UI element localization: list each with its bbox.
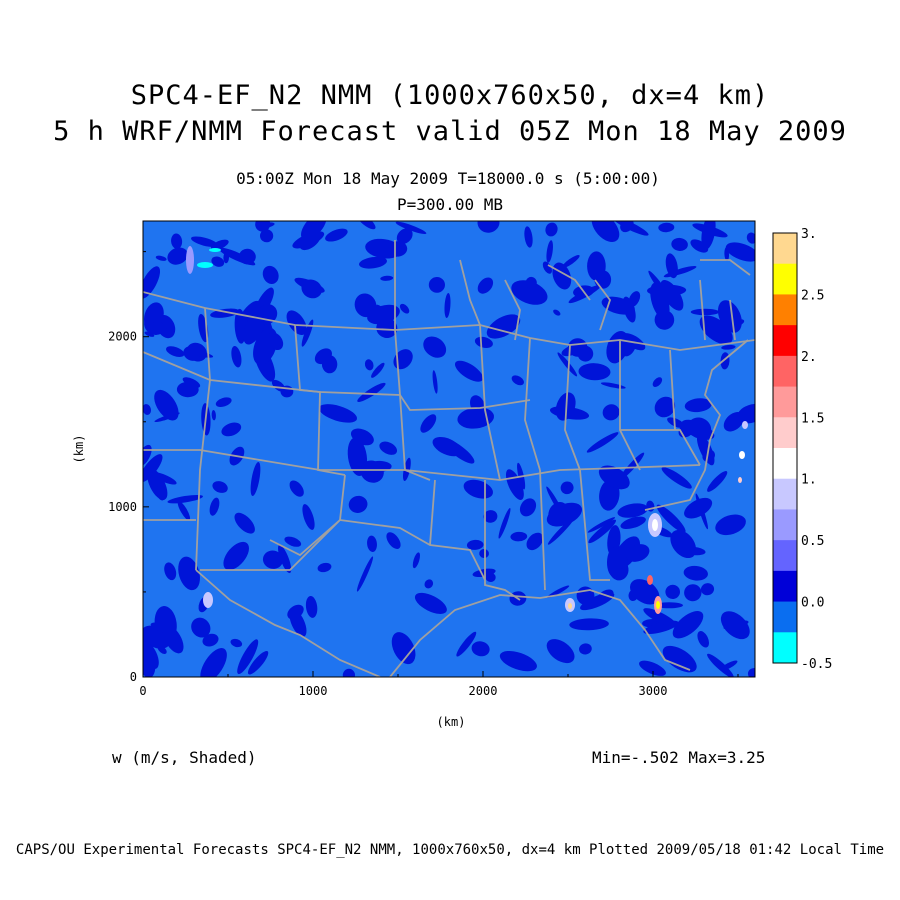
y-axis-ticks: 0 1000 2000 <box>108 251 149 684</box>
footer-credit: CAPS/OU Experimental Forecasts SPC4-EF_N… <box>15 842 885 858</box>
colorbar-swatch <box>773 540 797 572</box>
colorbar-swatch <box>773 478 797 510</box>
colorbar-label: -0.5 <box>801 657 832 672</box>
y-tick-label: 2000 <box>108 330 137 344</box>
updraft-spots <box>186 246 748 614</box>
valid-time-label: 05:00Z Mon 18 May 2009 T=18000.0 s (5:00… <box>236 169 660 188</box>
pressure-level-label: P=300.00 MB <box>397 195 503 214</box>
colorbar-swatch <box>773 294 797 326</box>
y-tick-label: 0 <box>130 670 137 684</box>
colorbar-swatch <box>773 233 797 265</box>
colorbar-swatch <box>773 601 797 633</box>
colorbar-swatch <box>773 417 797 449</box>
colorbar-swatch <box>773 448 797 480</box>
state-boundaries <box>143 240 755 677</box>
colorbar-swatch <box>773 325 797 357</box>
colorbar-label: 1.5 <box>801 411 824 426</box>
colorbar-swatch <box>773 355 797 388</box>
x-tick-label: 0 <box>139 684 146 698</box>
colorbar-label: 2.5 <box>801 288 824 303</box>
min-max-label: Min=-.502 Max=3.25 <box>592 748 766 767</box>
x-tick-label: 3000 <box>639 684 668 698</box>
colorbar-labels: 3. 2.5 2. 1.5 1. 0.5 0.0 -0.5 <box>801 227 832 672</box>
colorbar-label: 0.5 <box>801 534 824 549</box>
x-tick-label: 1000 <box>299 684 328 698</box>
colorbar-label: 2. <box>801 350 817 365</box>
negative-w-patches <box>143 221 755 677</box>
colorbar-swatch <box>773 509 797 541</box>
map-frame <box>142 220 756 678</box>
colorbar-swatch <box>773 632 797 664</box>
x-axis-label: (km) <box>437 715 466 729</box>
colorbar <box>772 232 798 664</box>
y-tick-label: 1000 <box>108 500 137 514</box>
colorbar-swatch <box>773 570 797 603</box>
colorbar-swatch <box>773 263 797 295</box>
x-axis-ticks: 0 1000 2000 3000 <box>139 671 739 698</box>
y-axis-label: (km) <box>72 435 86 464</box>
plot-title-line1: SPC4-EF_N2 NMM (1000x760x50, dx=4 km) <box>130 80 770 111</box>
x-tick-label: 2000 <box>469 684 498 698</box>
plot-title-line2: 5 h WRF/NMM Forecast valid 05Z Mon 18 Ma… <box>53 116 847 147</box>
colorbar-label: 3. <box>801 227 817 242</box>
colorbar-swatch <box>773 386 797 418</box>
vertical-velocity-field <box>143 221 755 677</box>
variable-label: w (m/s, Shaded) <box>112 748 257 767</box>
colorbar-label: 0.0 <box>801 596 824 611</box>
colorbar-label: 1. <box>801 473 817 488</box>
